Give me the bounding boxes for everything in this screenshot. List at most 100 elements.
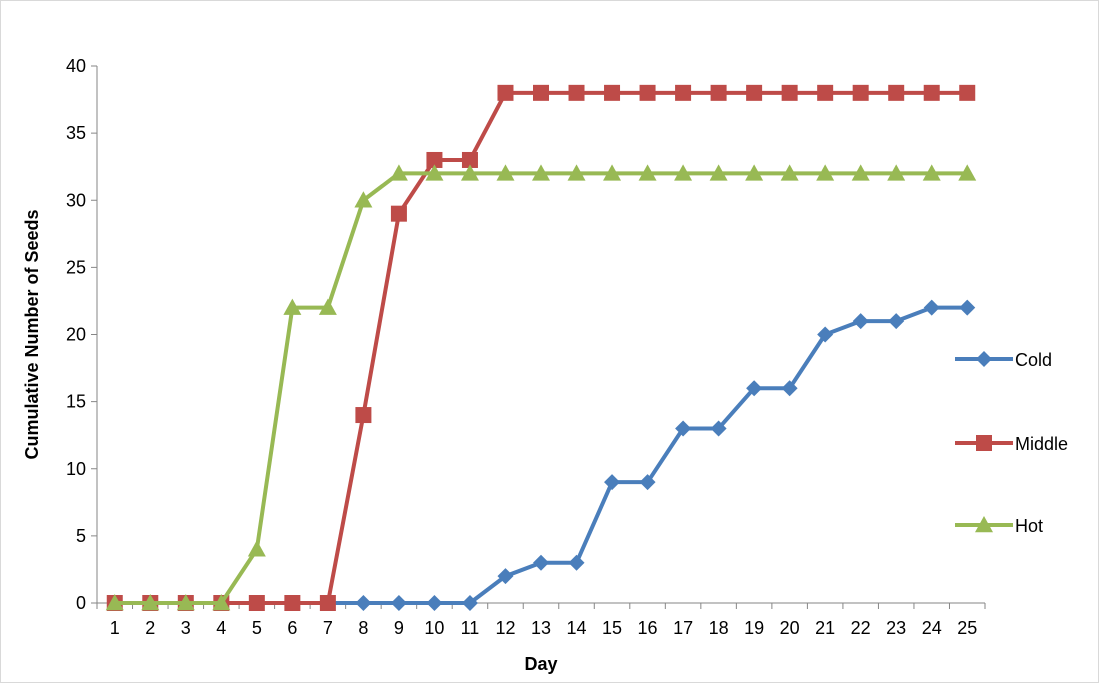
data-point-hot [780,164,799,181]
x-tick-label: 1 [110,618,120,638]
x-tick-label: 23 [886,618,906,638]
data-point-cold [675,420,692,437]
data-point-hot [887,164,906,181]
data-point-hot [389,164,408,181]
x-axis-title: Day [524,654,557,674]
data-point-middle [710,84,727,101]
data-point-cold [604,474,621,491]
data-point-cold [497,568,514,585]
data-point-cold [461,595,478,611]
series-middle [106,84,976,611]
x-tick-label: 2 [145,618,155,638]
y-tick-label: 30 [66,190,86,210]
x-tick-label: 22 [851,618,871,638]
data-point-middle [355,407,372,424]
series-line-hot [114,171,968,605]
x-tick-label: 24 [922,618,942,638]
data-point-cold [888,313,905,330]
data-point-hot [425,164,444,181]
y-tick-label: 15 [66,392,86,412]
series-hot [105,164,977,611]
x-tick-label: 20 [780,618,800,638]
data-point-hot [141,594,160,611]
data-point-hot [709,164,728,181]
data-point-hot [460,164,479,181]
x-tick-label: 15 [602,618,622,638]
data-point-hot [958,164,977,181]
data-point-middle [604,84,621,101]
x-tick-label: 25 [957,618,977,638]
legend-item-cold: Cold [955,350,1052,370]
data-point-middle [923,84,940,101]
x-tick-label: 13 [531,618,551,638]
data-point-middle [248,595,265,611]
y-tick-label: 0 [76,593,86,613]
data-point-hot [496,164,515,181]
data-point-hot [318,298,337,315]
data-point-middle [817,84,834,101]
data-point-hot [567,164,586,181]
legend-label-cold: Cold [1015,350,1052,370]
data-point-cold [923,299,940,316]
data-point-middle [675,84,692,101]
data-point-hot [354,191,373,208]
x-tick-label: 12 [495,618,515,638]
data-point-middle [426,151,443,168]
data-point-middle [390,205,407,222]
data-point-hot [638,164,657,181]
x-tick-label: 14 [567,618,587,638]
data-point-cold [355,595,372,611]
data-point-middle [533,84,549,101]
x-tick-label: 5 [252,618,262,638]
y-tick-label: 25 [66,257,86,277]
data-point-middle [959,84,976,101]
legend-marker-hot [975,516,993,533]
x-tick-label: 7 [323,618,333,638]
data-point-hot [603,164,622,181]
y-tick-label: 5 [76,526,86,546]
series-cold [106,299,976,611]
data-point-hot [745,164,764,181]
x-tick-label: 9 [394,618,404,638]
data-point-middle [461,151,478,168]
y-tick-label: 10 [66,459,86,479]
data-point-hot [247,540,266,557]
data-point-cold [426,595,443,611]
data-point-cold [852,313,869,330]
y-tick-label: 40 [66,56,86,76]
data-point-cold [568,554,585,571]
x-tick-label: 11 [461,618,480,638]
legend-marker-middle [976,435,992,451]
data-point-middle [639,84,656,101]
data-point-middle [852,84,869,101]
legend: Cold Middle Hot [955,350,1068,536]
x-tick-label: 10 [424,618,444,638]
x-tick-label: 16 [638,618,658,638]
data-point-hot [851,164,870,181]
x-tick-label: 4 [216,618,226,638]
data-point-hot [105,594,124,611]
data-point-hot [212,594,231,611]
legend-item-hot: Hot [955,516,1043,536]
data-point-cold [781,380,798,397]
data-point-hot [532,164,550,181]
y-axis-title: Cumulative Number of Seeds [22,209,42,459]
data-point-hot [922,164,941,181]
data-point-hot [674,164,693,181]
data-point-cold [746,380,763,397]
data-point-cold [710,420,727,437]
data-point-middle [319,595,336,611]
data-point-cold [817,326,834,343]
x-tick-label: 3 [181,618,191,638]
y-tick-label: 20 [66,325,86,345]
data-point-middle [781,84,798,101]
series-layer [105,84,977,611]
data-point-middle [497,84,514,101]
x-tick-label: 6 [287,618,297,638]
data-point-middle [284,595,301,611]
data-point-hot [816,164,835,181]
x-tick-label: 8 [358,618,368,638]
